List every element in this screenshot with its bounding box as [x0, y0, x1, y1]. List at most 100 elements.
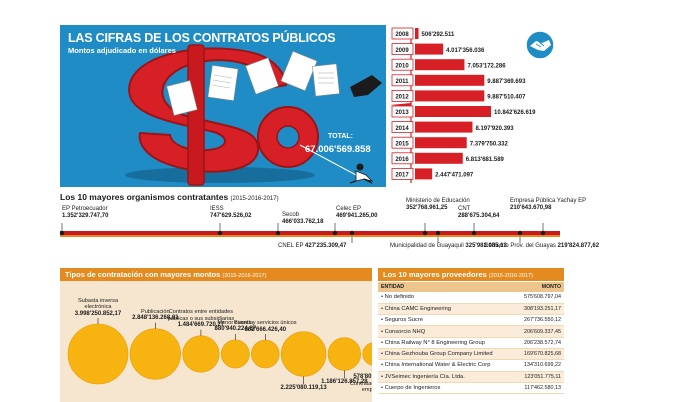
organism-label: CNT 288'675.304,64 [458, 206, 499, 220]
organism-value: 427'235.309,47 [305, 243, 347, 249]
year-tick-label: 2014 [395, 126, 409, 132]
year-tick-label: 2015 [395, 141, 409, 147]
organism-marker [517, 230, 523, 236]
year-tick-label: 2008 [395, 32, 409, 38]
hero-banner: LAS CIFRAS DE LOS CONTRATOS PÚBLICOS Mon… [60, 25, 386, 187]
flying-papers [166, 50, 340, 116]
year-label-box [391, 105, 414, 118]
table-row: • China CAMC Engineering 308'193.251,17 [378, 303, 564, 316]
contract-types-header: Tipos de contratación con mayores montos… [60, 268, 372, 281]
organism-value: 325'983.985,13 [465, 243, 507, 249]
year-bar-value-label: 4.017'356.036 [446, 48, 485, 54]
contract-type-bubble [280, 331, 327, 377]
year-label-box [391, 58, 414, 71]
contract-type-label: Publicación 2.848'136.268,81 [121, 309, 189, 322]
provider-amount-cell: 123'051.775,11 [514, 371, 564, 383]
floor-shadow [125, 167, 315, 183]
providers-table-body: • No definido 575'608.797,04 • China CAMC … [378, 292, 564, 395]
page-subtitle: Montos adjudicado en dólares [68, 46, 176, 55]
contract-type-value: 2.848'136.268,81 [132, 315, 179, 322]
total-label: TOTAL: [328, 133, 354, 140]
dollar-s-shape [128, 47, 288, 173]
table-row: • China Gezhouba Group Company Limited 16… [378, 348, 564, 361]
year-bar-value-label: 6.813'681.589 [466, 157, 505, 163]
organism-value: 469'941.265,00 [336, 213, 378, 219]
provider-name-cell: • China International Water & Electric C… [378, 359, 515, 372]
year-bar [415, 106, 491, 117]
year-tick-label: 2012 [395, 95, 409, 101]
organism-name: Celec EP [336, 206, 362, 212]
contract-type-name: Contrataciones con empresas [349, 380, 372, 394]
dollar-bar [187, 44, 205, 186]
organism-name: IESS [210, 206, 224, 212]
organisms-axis-underline [60, 235, 560, 237]
contract-types-bubble-chart [67, 318, 372, 385]
organism-label: Municipalidad de Guayaquil 325'983.985,1… [390, 243, 507, 250]
organisms-title-period: (2015-2016-2017) [230, 196, 279, 202]
year-tick-label: 2017 [395, 173, 409, 179]
organism-name: Municipalidad de Guayaquil [390, 243, 466, 249]
handshake-icon [525, 30, 555, 60]
year-bar-value-label: 2.447'471.097 [435, 173, 474, 179]
year-label-box [391, 27, 414, 40]
providers-table: ENTIDAD MONTO • No definido 575'608.797,0… [378, 282, 564, 395]
organism-marker [349, 230, 355, 236]
organism-name: CNT [458, 206, 471, 212]
provider-name-cell: • No definido [378, 292, 515, 304]
contract-type-name: Subasta inversa electrónica [77, 297, 119, 311]
provider-amount-cell: 206'609.337,45 [514, 325, 564, 338]
year-bar [415, 28, 419, 39]
contract-type-value: 2.225'080.119,13 [280, 385, 327, 392]
table-row: • China Railway N° 8 Engineering Group 20… [378, 337, 564, 349]
organism-value: 1.352'329.747,70 [62, 213, 109, 219]
year-bar [415, 152, 463, 164]
organism-marker [471, 230, 477, 236]
organism-marker [422, 230, 428, 236]
year-bar-value-label: 7.379'750.332 [470, 141, 509, 147]
provider-amount-cell: 575'608.797,04 [514, 292, 564, 304]
organism-name: EP Petroecuador [62, 206, 108, 212]
year-tick-label: 2011 [395, 79, 409, 85]
provider-name-cell: • Cuerpo de Ingenieros [378, 382, 515, 395]
contract-type-bubble [362, 342, 372, 366]
organisms-axis-bar [60, 231, 560, 235]
provider-amount-cell: 308'193.251,17 [514, 303, 564, 316]
pulling-man-icon [349, 163, 374, 184]
year-bar-value-label: 10.842'626.619 [494, 110, 536, 116]
organism-value: 210'643.670,98 [510, 205, 552, 211]
provider-amount-cell: 134'310.699,22 [514, 359, 564, 372]
providers-period: (2015-2016-2017) [488, 273, 533, 279]
contract-types-period: (2015-2016-2017) [222, 273, 267, 279]
provider-name-cell: • JVSeimec Ingeniería Cía. Ltda. [378, 371, 515, 383]
contract-type-label: 2.225'080.119,13 [274, 385, 334, 392]
organism-name: Gobierno Prov. del Guayas [484, 243, 558, 249]
hand-icon [350, 75, 382, 97]
table-row: • Cuerpo de Ingenieros 117'462.580,13 [378, 382, 564, 395]
organism-marker [435, 230, 441, 236]
organism-name: Ministerio de Educación [406, 198, 470, 204]
year-bar [415, 43, 444, 55]
year-bar [415, 90, 485, 102]
year-tick-label: 2016 [395, 157, 409, 163]
year-label-box [391, 152, 414, 165]
provider-name-cell: • China Railway N° 8 Engineering Group [378, 337, 515, 349]
contract-type-name: Menor cuantía [217, 319, 254, 326]
organism-label: IESS 747'629.526,02 [210, 206, 251, 220]
contract-types-body: Subasta inversa electrónica 3.998'250.852… [60, 281, 372, 402]
year-bar-value-label: 8.197'920.393 [475, 126, 514, 132]
organism-value: 288'675.304,64 [458, 213, 500, 219]
organism-value: 466'033.762,18 [282, 219, 324, 225]
column-header-entity: ENTIDAD [378, 282, 515, 292]
rope [299, 144, 357, 176]
organism-label: Empresa Pública Yachay EP 210'643.670,98 [510, 198, 586, 212]
contract-type-bubble [251, 339, 280, 369]
contract-type-value: 578'801.219,88 [353, 374, 372, 381]
year-label-box [391, 90, 414, 102]
organism-marker [59, 230, 65, 236]
organism-value: 747'629.526,02 [210, 213, 252, 219]
contract-type-value: 880'940.224,67 [214, 326, 257, 333]
provider-name-cell: • China Gezhouba Group Company Limited [378, 348, 515, 361]
dollar-sign-illustration [125, 44, 382, 186]
organism-marker [332, 230, 338, 236]
provider-name-cell: • Consorcio NHQ [378, 325, 515, 338]
